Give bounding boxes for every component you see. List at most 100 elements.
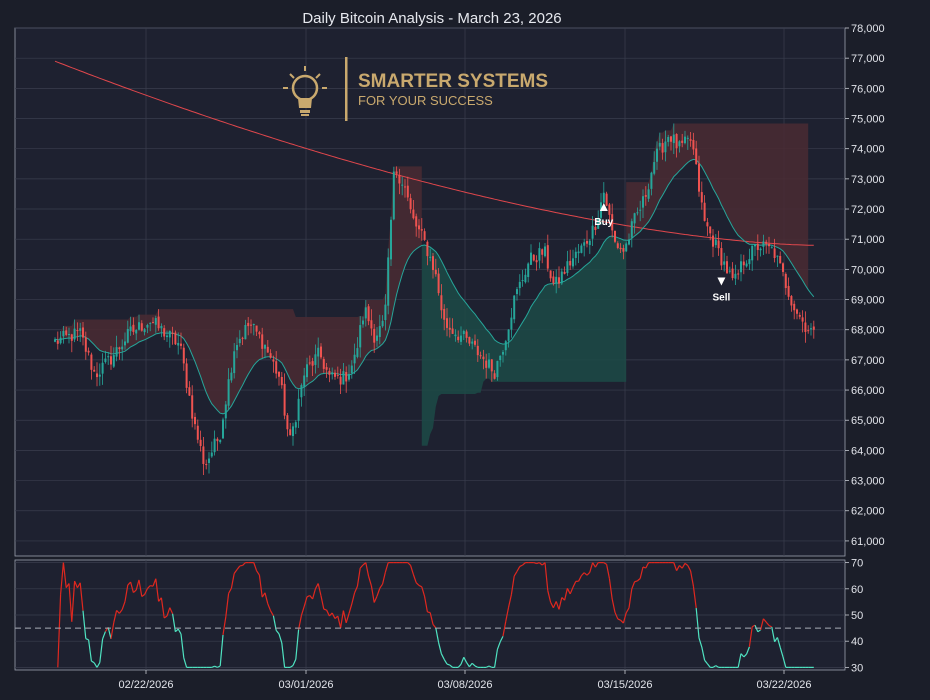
rsi-segment xyxy=(592,562,596,568)
rsi-segment xyxy=(695,608,700,639)
rsi-segment xyxy=(217,665,221,668)
candle xyxy=(695,140,698,165)
rsi-segment xyxy=(516,566,521,572)
candle xyxy=(87,347,90,356)
candle-body xyxy=(56,340,59,344)
candle xyxy=(317,337,320,368)
candle xyxy=(807,325,810,334)
candle xyxy=(619,243,622,254)
candle xyxy=(530,244,532,265)
rsi-segment xyxy=(99,638,104,663)
rsi-segment xyxy=(440,653,445,660)
candle-body xyxy=(647,189,650,199)
candle-body xyxy=(314,354,317,365)
rsi-segment xyxy=(558,597,563,610)
candle-body xyxy=(202,446,205,464)
candle xyxy=(154,315,157,333)
rsi-segment xyxy=(236,565,241,571)
candle xyxy=(93,366,96,372)
candle xyxy=(759,247,762,257)
candle xyxy=(756,234,759,261)
candle-body xyxy=(107,356,110,358)
rsi-segment xyxy=(183,657,188,668)
candle-body xyxy=(294,422,297,428)
candle xyxy=(356,337,359,359)
candle-body xyxy=(524,274,527,283)
candle xyxy=(644,186,647,206)
candle-body xyxy=(289,429,292,436)
candle xyxy=(532,254,535,262)
candle xyxy=(314,344,317,374)
candle xyxy=(572,249,574,269)
candle-body xyxy=(451,328,454,334)
candle xyxy=(121,339,124,361)
candle xyxy=(432,252,434,279)
candle-body xyxy=(194,416,196,425)
price-tick-label: 77,000 xyxy=(851,53,885,65)
rsi-segment xyxy=(466,662,470,668)
rsi-segment xyxy=(539,562,543,566)
candle xyxy=(395,166,398,178)
candle xyxy=(608,203,611,224)
candle-body xyxy=(633,213,636,224)
candle-body xyxy=(79,328,82,331)
candle-body xyxy=(686,137,689,139)
candle xyxy=(418,219,420,239)
candle-body xyxy=(110,356,112,365)
candle xyxy=(250,319,252,334)
candle-body xyxy=(745,263,748,267)
candle-body xyxy=(485,360,488,368)
candle-body xyxy=(546,245,549,269)
candle xyxy=(546,234,549,272)
candle-body xyxy=(717,240,720,249)
candle-body xyxy=(734,273,737,279)
candle-body xyxy=(580,245,583,253)
candle xyxy=(779,251,782,264)
candle xyxy=(804,311,807,343)
candle-body xyxy=(804,322,807,332)
candle-body xyxy=(236,345,238,351)
candle xyxy=(76,322,79,342)
candle xyxy=(726,255,728,275)
candle-body xyxy=(317,347,320,357)
candle xyxy=(776,255,779,267)
rsi-segment xyxy=(113,610,118,623)
rsi-segment xyxy=(275,629,280,635)
candle-body xyxy=(322,358,325,369)
candle-body xyxy=(779,255,782,264)
candle xyxy=(485,353,488,379)
rsi-segment xyxy=(622,612,627,624)
candle xyxy=(633,212,636,234)
candle-body xyxy=(670,136,672,142)
rsi-segment xyxy=(133,589,137,594)
candle-body xyxy=(367,306,370,322)
candle-body xyxy=(504,341,507,351)
candle xyxy=(443,304,446,331)
rsi-segment xyxy=(214,665,218,668)
candle xyxy=(152,317,154,324)
rsi-segment xyxy=(320,595,325,610)
candle xyxy=(798,312,801,320)
price-tick-label: 73,000 xyxy=(851,174,885,186)
candle xyxy=(446,308,448,337)
rsi-segment xyxy=(704,659,708,665)
resistance-cloud xyxy=(60,166,422,414)
candle-body xyxy=(639,209,642,211)
candle xyxy=(272,355,275,373)
candle xyxy=(605,191,608,207)
candle-body xyxy=(712,235,714,247)
candle-body xyxy=(476,345,479,356)
rsi-segment xyxy=(578,575,582,582)
rsi-segment xyxy=(765,621,770,626)
rsi-segment xyxy=(270,610,274,617)
candle xyxy=(79,322,82,342)
candle-body xyxy=(331,372,334,375)
rsi-segment xyxy=(174,628,179,633)
candle xyxy=(616,241,619,250)
candle xyxy=(143,327,146,336)
candle xyxy=(507,329,510,348)
candle-body xyxy=(754,244,756,247)
candle-body xyxy=(376,335,378,341)
candle-body xyxy=(362,320,364,325)
candle-body xyxy=(160,325,163,329)
